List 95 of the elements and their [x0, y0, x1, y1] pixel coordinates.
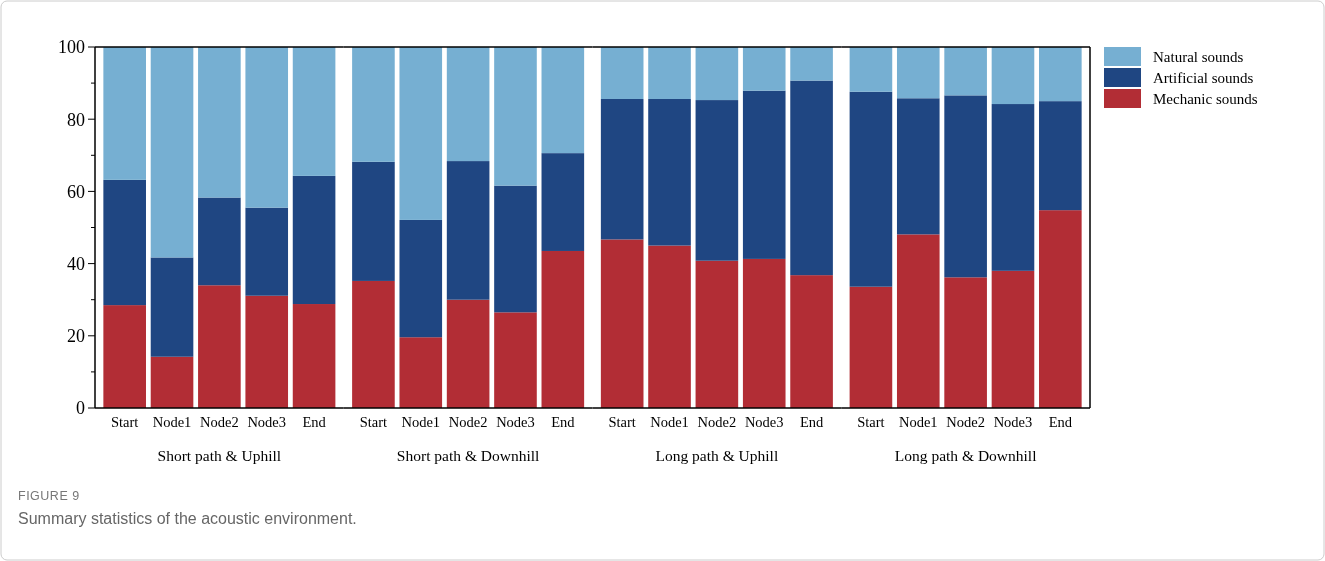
- bar: [352, 280, 395, 408]
- bar: [103, 305, 146, 408]
- x-tick-label: Node1: [650, 414, 689, 430]
- legend-label: Natural sounds: [1153, 49, 1244, 66]
- bar: [648, 47, 691, 99]
- bar: [648, 245, 691, 408]
- bar: [790, 47, 833, 81]
- x-tick-label: Node3: [744, 414, 784, 430]
- bar: [991, 47, 1035, 105]
- x-tick-label: End: [302, 414, 327, 430]
- bar: [198, 197, 241, 286]
- legend-label: Artificial sounds: [1153, 70, 1254, 87]
- bar: [600, 47, 644, 99]
- bar: [541, 47, 585, 154]
- x-tick-label: Start: [608, 414, 636, 430]
- bar: [446, 161, 490, 300]
- x-tick-label: Node1: [401, 414, 441, 430]
- x-tick-label: End: [551, 414, 576, 430]
- bar: [292, 175, 336, 305]
- y-tick-label: 20: [67, 326, 85, 347]
- x-tick-label: Node3: [496, 414, 535, 430]
- bar: [399, 219, 443, 338]
- bar: [150, 257, 194, 357]
- y-tick-label: 40: [67, 253, 85, 274]
- bar: [790, 275, 833, 408]
- bar: [399, 47, 443, 220]
- x-axis-title: Short path & Uphill: [157, 447, 282, 464]
- x-tick-label: End: [1048, 414, 1073, 430]
- bar: [541, 153, 585, 251]
- bar: [352, 161, 395, 281]
- x-tick-label: Start: [857, 414, 885, 430]
- bar: [494, 47, 537, 186]
- y-tick-label: 80: [67, 109, 85, 130]
- y-tick-label: 60: [67, 181, 85, 202]
- x-tick-label: Node3: [247, 414, 287, 430]
- bar: [944, 47, 987, 96]
- bar: [494, 312, 537, 408]
- bar: [446, 299, 490, 408]
- bar: [150, 356, 194, 408]
- legend-label: Mechanic sounds: [1153, 91, 1258, 108]
- bar: [849, 91, 893, 287]
- bar: [150, 47, 194, 258]
- bar: [103, 47, 146, 180]
- bar: [399, 337, 443, 408]
- bar: [541, 250, 585, 408]
- x-tick-label: Node1: [898, 414, 938, 430]
- bar: [600, 239, 644, 408]
- y-tick-label: 100: [58, 37, 85, 58]
- bar: [742, 90, 786, 259]
- bar: [494, 185, 537, 313]
- bar: [991, 104, 1035, 271]
- bar: [742, 47, 786, 91]
- bar: [198, 47, 241, 198]
- bar: [446, 47, 490, 162]
- x-tick-label: Start: [359, 414, 388, 430]
- x-tick-label: Node1: [152, 414, 192, 430]
- x-tick-label: End: [799, 414, 824, 430]
- bar: [1039, 47, 1082, 102]
- bar: [648, 98, 691, 246]
- x-axis-title: Short path & Downhill: [396, 447, 540, 464]
- bar: [849, 47, 893, 92]
- x-tick-label: Node3: [993, 414, 1033, 430]
- x-tick-label: Node2: [448, 414, 488, 430]
- bar: [695, 100, 739, 261]
- x-axis-title: Long path & Downhill: [894, 447, 1037, 464]
- bar: [695, 47, 739, 101]
- bar: [245, 47, 289, 208]
- bar: [742, 258, 786, 408]
- x-tick-label: Node2: [697, 414, 737, 430]
- bar: [944, 277, 987, 408]
- bar: [849, 286, 893, 408]
- bar: [896, 98, 940, 235]
- bar: [292, 47, 336, 176]
- text: Summary statistics of the acoustic environment.: [18, 510, 357, 527]
- bar: [245, 295, 289, 408]
- bar: [292, 304, 336, 408]
- bar: [991, 270, 1035, 408]
- bar: [103, 179, 146, 306]
- x-tick-label: Node2: [946, 414, 985, 430]
- bar: [600, 98, 644, 240]
- bar: [790, 80, 833, 276]
- bar: [896, 234, 940, 408]
- bar: [1039, 101, 1082, 211]
- bar: [896, 47, 940, 99]
- x-axis-title: Long path & Uphill: [655, 447, 779, 464]
- x-tick-label: Node2: [200, 414, 239, 430]
- bar: [944, 95, 987, 278]
- bar: [1039, 210, 1082, 408]
- y-tick-label: 0: [76, 398, 85, 419]
- caption: FIGURE 9: [18, 489, 80, 503]
- bar: [198, 285, 241, 408]
- bar: [695, 260, 739, 408]
- bar: [245, 207, 289, 296]
- x-tick-label: Start: [110, 414, 139, 430]
- bar: [352, 47, 395, 162]
